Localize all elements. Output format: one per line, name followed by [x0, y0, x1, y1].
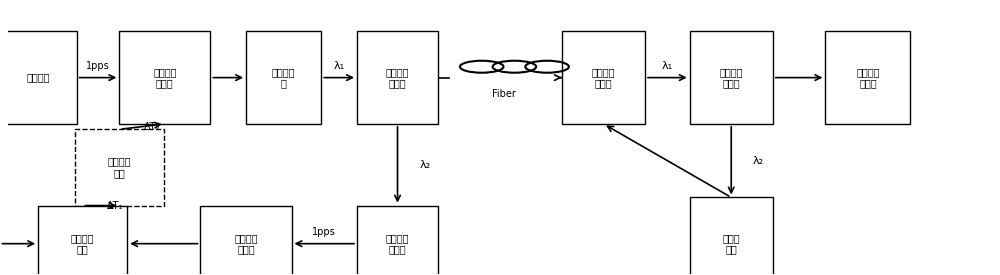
Bar	[690, 197, 773, 275]
Bar	[75, 129, 164, 205]
Text: 第二光电
转换器: 第二光电 转换器	[719, 67, 743, 88]
Text: 第二解调
解码器: 第二解调 解码器	[856, 67, 880, 88]
Text: 第二波分
复用器: 第二波分 复用器	[592, 67, 615, 88]
Bar	[825, 31, 910, 124]
Text: λ₂: λ₂	[753, 156, 764, 166]
Text: ΔT₂: ΔT₂	[144, 122, 160, 132]
Text: 钓原子钟: 钓原子钟	[26, 73, 50, 82]
Bar	[357, 31, 438, 124]
Text: 第一光电
转换器: 第一光电 转换器	[386, 233, 409, 254]
Text: 1pps: 1pps	[312, 227, 336, 237]
Text: λ₁: λ₁	[334, 61, 345, 71]
Text: ΔT₁: ΔT₁	[107, 200, 124, 211]
Bar	[562, 31, 645, 124]
Bar	[690, 31, 773, 124]
Bar	[38, 205, 127, 275]
Text: Fiber: Fiber	[492, 89, 515, 98]
Bar	[200, 205, 292, 275]
Bar	[119, 31, 210, 124]
Text: λ₁: λ₁	[662, 61, 673, 71]
Text: 时延计算
模块: 时延计算 模块	[108, 157, 131, 178]
Bar	[246, 31, 321, 124]
Text: 第二激
光器: 第二激 光器	[722, 233, 740, 254]
Text: 第一波分
复用器: 第一波分 复用器	[386, 67, 409, 88]
Text: 时延测量
模块: 时延测量 模块	[71, 233, 94, 254]
Text: 第一编码
调制器: 第一编码 调制器	[153, 67, 177, 88]
Text: 第一解调
解码器: 第一解调 解码器	[234, 233, 258, 254]
Bar	[357, 205, 438, 275]
Text: 第一激光
器: 第一激光 器	[272, 67, 295, 88]
Bar	[0, 31, 77, 124]
Text: λ₂: λ₂	[419, 160, 430, 170]
Text: 1pps: 1pps	[86, 61, 110, 71]
